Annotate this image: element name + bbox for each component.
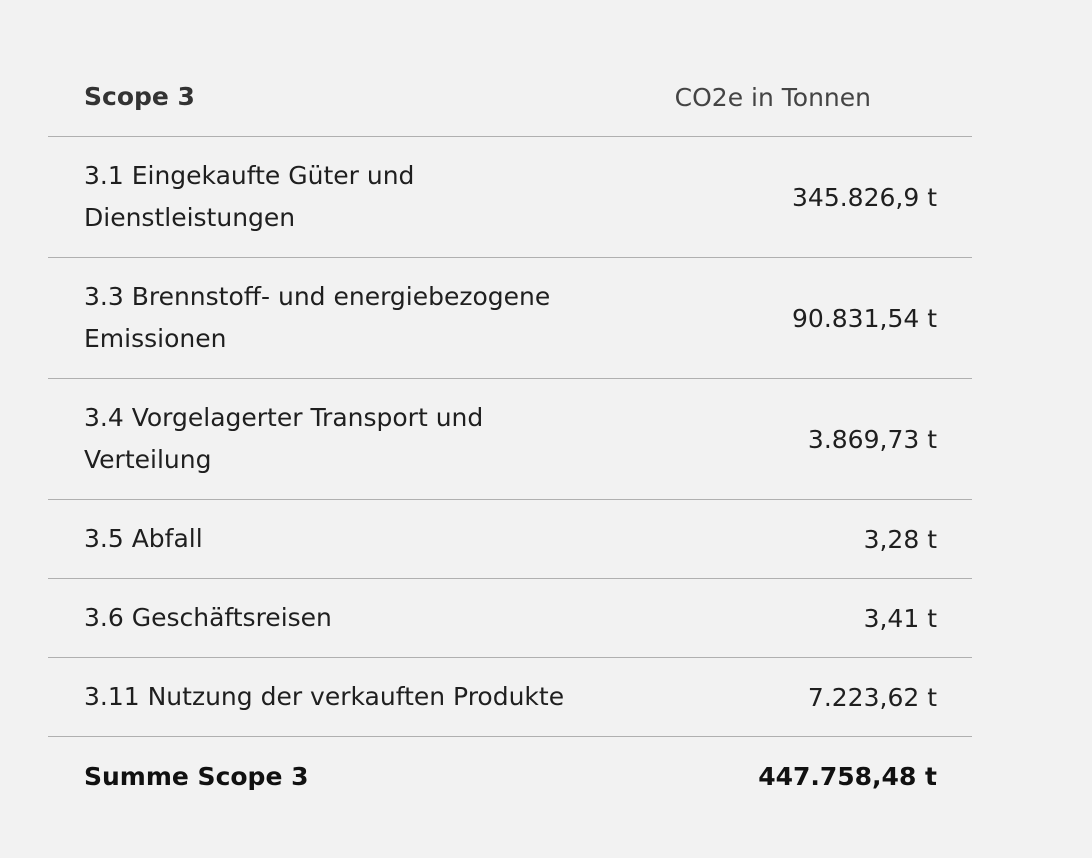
- scope3-table: Scope 3 CO2e in Tonnen 3.1 Eingekaufte G…: [48, 58, 972, 816]
- row-label: 3.4 Vorgelagerter Transport und Verteilu…: [84, 403, 484, 474]
- total-value: 447.758,48 t: [758, 762, 937, 791]
- row-value: 3,28 t: [863, 524, 937, 554]
- table-row: 3.3 Brennstoff- und energiebezogene Emis…: [48, 258, 972, 379]
- row-label: 3.3 Brennstoff- und energiebezogene Emis…: [84, 282, 551, 353]
- row-label: 3.6 Geschäftsreisen: [84, 603, 332, 632]
- table-row: 3.6 Geschäftsreisen 3,41 t: [48, 579, 972, 658]
- table-header: Scope 3 CO2e in Tonnen: [48, 58, 972, 137]
- table-row: 3.11 Nutzung der verkauften Produkte 7.2…: [48, 658, 972, 737]
- row-value: 3,41 t: [863, 603, 937, 633]
- row-value: 7.223,62 t: [807, 682, 937, 712]
- table-row: 3.5 Abfall 3,28 t: [48, 500, 972, 579]
- row-label: 3.5 Abfall: [84, 524, 203, 553]
- row-value: 90.831,54 t: [792, 303, 937, 333]
- table-row: 3.1 Eingekaufte Güter und Dienstleistung…: [48, 137, 972, 258]
- table-row: 3.4 Vorgelagerter Transport und Verteilu…: [48, 379, 972, 500]
- table-total-row: Summe Scope 3 447.758,48 t: [48, 737, 972, 816]
- header-scope-label: Scope 3: [84, 82, 195, 111]
- total-label: Summe Scope 3: [84, 761, 309, 791]
- row-label: 3.11 Nutzung der verkauften Produkte: [84, 682, 565, 711]
- header-co2e-label: CO2e in Tonnen: [674, 82, 871, 112]
- row-label: 3.1 Eingekaufte Güter und Dienstleistung…: [84, 161, 415, 232]
- row-value: 345.826,9 t: [792, 182, 937, 212]
- row-value: 3.869,73 t: [807, 424, 937, 454]
